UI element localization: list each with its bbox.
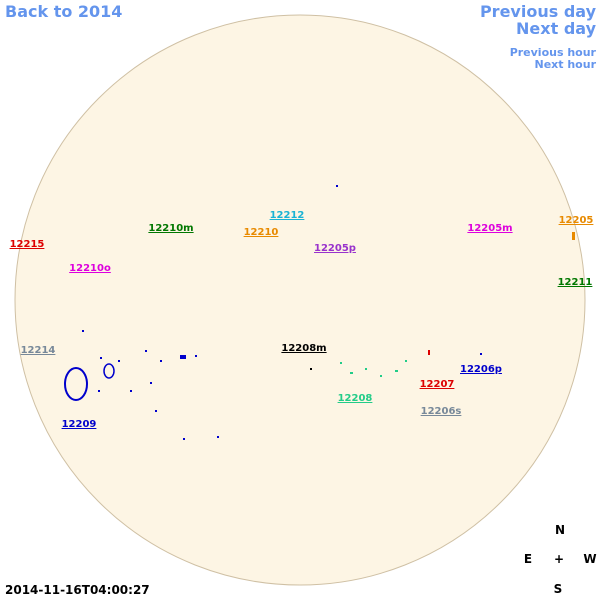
compass-south: S bbox=[554, 582, 563, 596]
next-hour-link[interactable]: Next hour bbox=[535, 58, 597, 71]
region-label[interactable]: 12206s bbox=[421, 406, 462, 417]
compass-center: + bbox=[554, 552, 564, 566]
sunspots bbox=[64, 185, 482, 440]
compass-east: E bbox=[524, 552, 532, 566]
region-label[interactable]: 12215 bbox=[10, 239, 45, 250]
sunspots-green bbox=[340, 360, 407, 377]
sunspot bbox=[310, 368, 312, 370]
timestamp: 2014-11-16T04:00:27 bbox=[5, 583, 150, 597]
solar-disk bbox=[14, 14, 586, 586]
region-label[interactable]: 12207 bbox=[420, 379, 455, 390]
region-label[interactable]: 12206p bbox=[460, 364, 502, 375]
region-label[interactable]: 12205 bbox=[559, 215, 594, 226]
previous-day-link[interactable]: Previous day bbox=[480, 2, 597, 21]
region-label[interactable]: 12209 bbox=[62, 419, 97, 430]
region-label[interactable]: 12205m bbox=[467, 223, 512, 234]
region-label[interactable]: 12210 bbox=[244, 227, 279, 238]
region-label[interactable]: 12214 bbox=[21, 345, 56, 356]
sunspot bbox=[572, 232, 575, 240]
previous-hour-link[interactable]: Previous hour bbox=[510, 46, 597, 59]
back-link[interactable]: Back to 2014 bbox=[5, 2, 122, 21]
region-label[interactable]: 12205p bbox=[314, 243, 356, 254]
region-label[interactable]: 12210o bbox=[69, 263, 111, 274]
region-label[interactable]: 12212 bbox=[270, 210, 305, 221]
compass-west: W bbox=[583, 552, 596, 566]
sunspot bbox=[428, 350, 430, 355]
region-label[interactable]: 12211 bbox=[558, 277, 593, 288]
region-label[interactable]: 12208m bbox=[281, 343, 326, 354]
region-label[interactable]: 12208 bbox=[338, 393, 373, 404]
next-day-link[interactable]: Next day bbox=[516, 19, 597, 38]
compass-north: N bbox=[555, 523, 565, 537]
region-label[interactable]: 12210m bbox=[148, 223, 193, 234]
